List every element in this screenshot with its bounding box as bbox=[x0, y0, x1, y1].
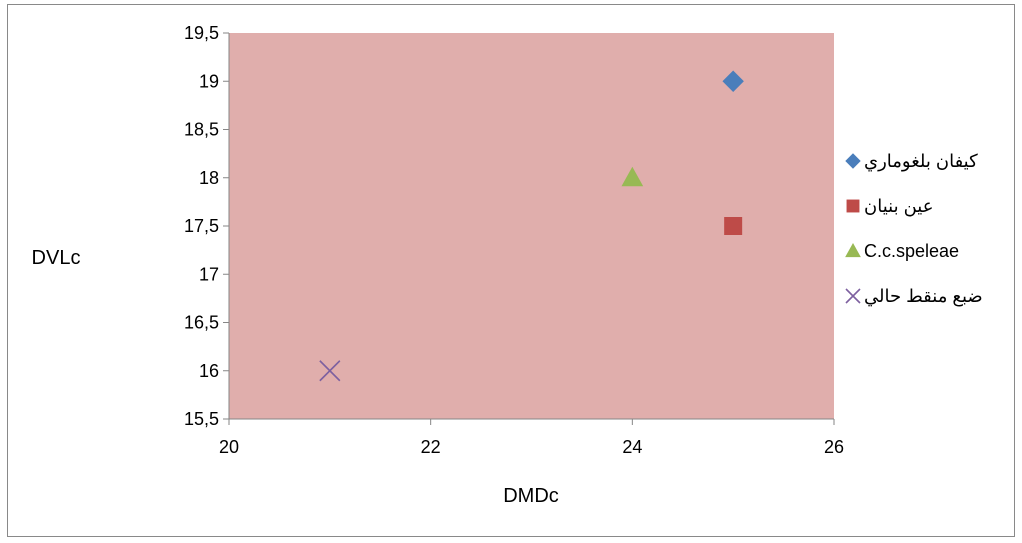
legend-label: ضبع منقط حالي bbox=[864, 286, 983, 307]
legend-label: عين بنيان bbox=[864, 196, 933, 217]
y-tick-label: 17 bbox=[199, 264, 219, 284]
data-point bbox=[722, 70, 744, 92]
y-tick-label: 16 bbox=[199, 361, 219, 381]
y-axis: 15,5 16 16,5 17 17,5 18 18,5 19 19,5 bbox=[184, 23, 230, 429]
x-tick-label: 26 bbox=[824, 437, 844, 457]
x-axis: 20 22 24 26 bbox=[219, 418, 844, 457]
x-tick-label: 22 bbox=[421, 437, 441, 457]
legend-marker bbox=[845, 242, 861, 258]
y-tick-label: 19,5 bbox=[184, 23, 219, 43]
data-point bbox=[621, 166, 644, 187]
legend-marker bbox=[845, 153, 861, 169]
x-tick-label: 20 bbox=[219, 437, 239, 457]
y-tick-label: 18,5 bbox=[184, 120, 219, 140]
legend: كيفان بلغوماري عين بنيان C.c.speleae ضبع من… bbox=[845, 151, 983, 307]
legend-marker bbox=[846, 199, 860, 213]
y-tick-label: 17,5 bbox=[184, 216, 219, 236]
legend-marker bbox=[845, 288, 861, 304]
y-tick-label: 18 bbox=[199, 168, 219, 188]
data-point bbox=[319, 360, 341, 382]
data-points bbox=[319, 70, 744, 382]
legend-label: كيفان بلغوماري bbox=[864, 151, 978, 172]
data-point bbox=[724, 217, 743, 235]
y-tick-label: 19 bbox=[199, 71, 219, 91]
x-axis-title: DMDc bbox=[503, 485, 559, 507]
y-axis-title: DVLc bbox=[32, 247, 81, 269]
legend-label: C.c.speleae bbox=[864, 241, 959, 261]
y-tick-label: 15,5 bbox=[184, 409, 219, 429]
y-tick-label: 16,5 bbox=[184, 313, 219, 333]
x-tick-label: 24 bbox=[622, 437, 642, 457]
